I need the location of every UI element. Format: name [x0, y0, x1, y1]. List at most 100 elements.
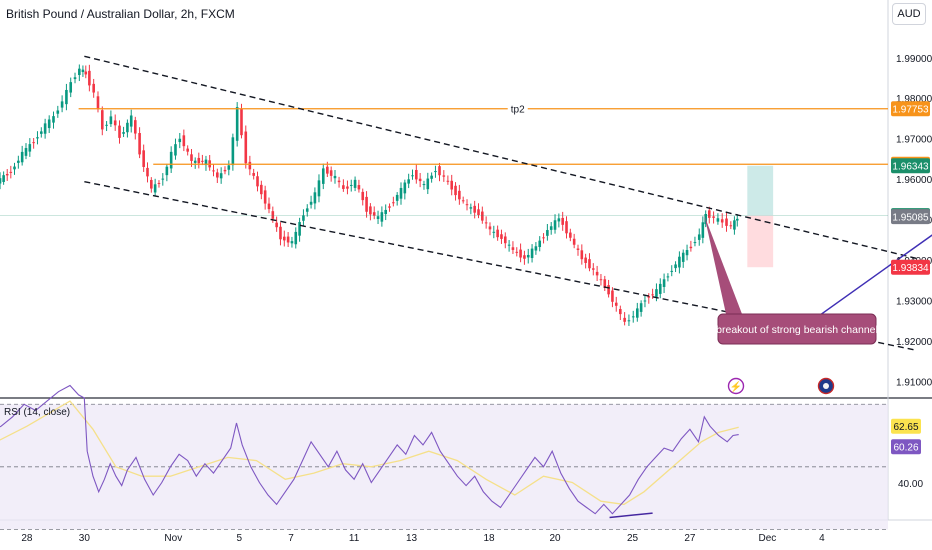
candle-body: [569, 232, 572, 238]
callout-box[interactable]: [717, 313, 877, 345]
candle-body: [56, 110, 60, 114]
candle-body: [557, 218, 561, 222]
candle-body: [28, 144, 32, 152]
candle-body: [197, 157, 201, 164]
lightning-event-icon[interactable]: ⚡: [727, 377, 745, 395]
candle-body: [294, 231, 298, 245]
candle-body: [113, 120, 117, 126]
rsi-axis-label: 40.00: [898, 479, 923, 490]
candle-body: [65, 89, 68, 105]
candle-body: [321, 168, 325, 184]
candle-body: [458, 190, 461, 200]
candle-body: [84, 71, 88, 75]
price-axis-label: 1.92000: [896, 337, 932, 348]
candle-body: [32, 142, 35, 144]
candle-body: [240, 108, 243, 136]
time-axis-label: 11: [349, 533, 360, 544]
candle-body: [178, 138, 182, 143]
candle-body: [591, 268, 595, 270]
channel-lower-line[interactable]: [84, 180, 917, 351]
candle-body: [538, 240, 542, 248]
candle-body: [488, 226, 492, 230]
candle-body: [212, 170, 215, 172]
candle-body: [333, 175, 337, 179]
candle-body: [519, 249, 522, 258]
candle-body: [231, 137, 235, 166]
candle-body: [430, 175, 433, 179]
stop-zone[interactable]: [747, 215, 774, 268]
candle-body: [636, 308, 639, 318]
candle-body: [735, 218, 739, 221]
candle-body: [40, 131, 43, 134]
candle-body: [503, 236, 507, 244]
candle-body: [639, 303, 643, 312]
target-zone[interactable]: [747, 165, 774, 216]
candle-body: [17, 160, 20, 163]
candle-body: [484, 222, 488, 224]
price-badge-bg: [891, 101, 930, 117]
candle-body: [666, 276, 670, 278]
candle-body: [530, 248, 534, 259]
candle-body: [353, 179, 357, 188]
rsi-badge-bg: [891, 418, 921, 434]
price-badge-label: 1.95085: [892, 212, 929, 223]
candle-body: [282, 236, 286, 241]
candle-body: [190, 154, 193, 161]
candle-body: [0, 178, 2, 184]
rsi-badge-label: 60.26: [893, 442, 918, 453]
price-badge-label: 1.96343: [892, 161, 929, 172]
time-axis-label: 25: [627, 533, 639, 544]
candle-body: [153, 184, 157, 193]
candle-body: [588, 259, 591, 269]
time-axis-label: 5: [237, 533, 243, 544]
candle-body: [88, 70, 91, 86]
candle-body: [223, 169, 227, 172]
currency-selector-button[interactable]: AUD: [892, 3, 926, 25]
candle-body: [725, 218, 728, 226]
lightning-icon-circle: [727, 377, 745, 395]
candle-body: [384, 209, 387, 215]
candle-body: [169, 151, 173, 169]
time-axis-label: 7: [288, 533, 294, 544]
candle-body: [376, 216, 380, 219]
candle-body: [361, 191, 365, 201]
candle-body: [256, 176, 259, 187]
candle-body: [426, 178, 430, 190]
candle-body: [461, 200, 465, 202]
candle-body: [465, 204, 469, 206]
support-trendline[interactable]: [798, 201, 932, 331]
candle-body: [69, 82, 73, 93]
candle-body: [392, 202, 395, 204]
candle-body: [165, 166, 169, 176]
candle-body: [631, 316, 635, 318]
candle-body: [603, 279, 607, 288]
channel-upper-line[interactable]: [84, 55, 917, 260]
flag-event-icon[interactable]: [817, 377, 835, 395]
candle-body: [701, 222, 705, 238]
rsi-title: RSI (14, close): [4, 407, 70, 418]
candle-body: [655, 289, 658, 297]
time-axis-label: 28: [21, 533, 33, 544]
price-axis-label: 1.97000: [896, 135, 932, 146]
candle-body: [607, 285, 610, 295]
candle-body: [712, 216, 715, 218]
rsi-ma-line: [0, 400, 739, 506]
price-badge-label: 1.93834: [892, 263, 929, 274]
time-axis-label: 30: [79, 533, 91, 544]
candle-body: [20, 151, 24, 163]
candle-body: [372, 212, 376, 216]
tp2-label-bg: [507, 101, 528, 115]
time-axis-label: 4: [819, 533, 825, 544]
candle-body: [182, 135, 186, 147]
candle-body: [658, 283, 662, 294]
candle-body: [418, 178, 422, 182]
candle-body: [595, 271, 599, 276]
candle-body: [415, 169, 418, 180]
candle-body: [126, 122, 129, 133]
candle-body: [697, 234, 701, 240]
candle-body: [681, 252, 685, 262]
candle-body: [81, 69, 85, 73]
time-axis-label: 13: [406, 533, 418, 544]
candle-body: [267, 203, 271, 210]
